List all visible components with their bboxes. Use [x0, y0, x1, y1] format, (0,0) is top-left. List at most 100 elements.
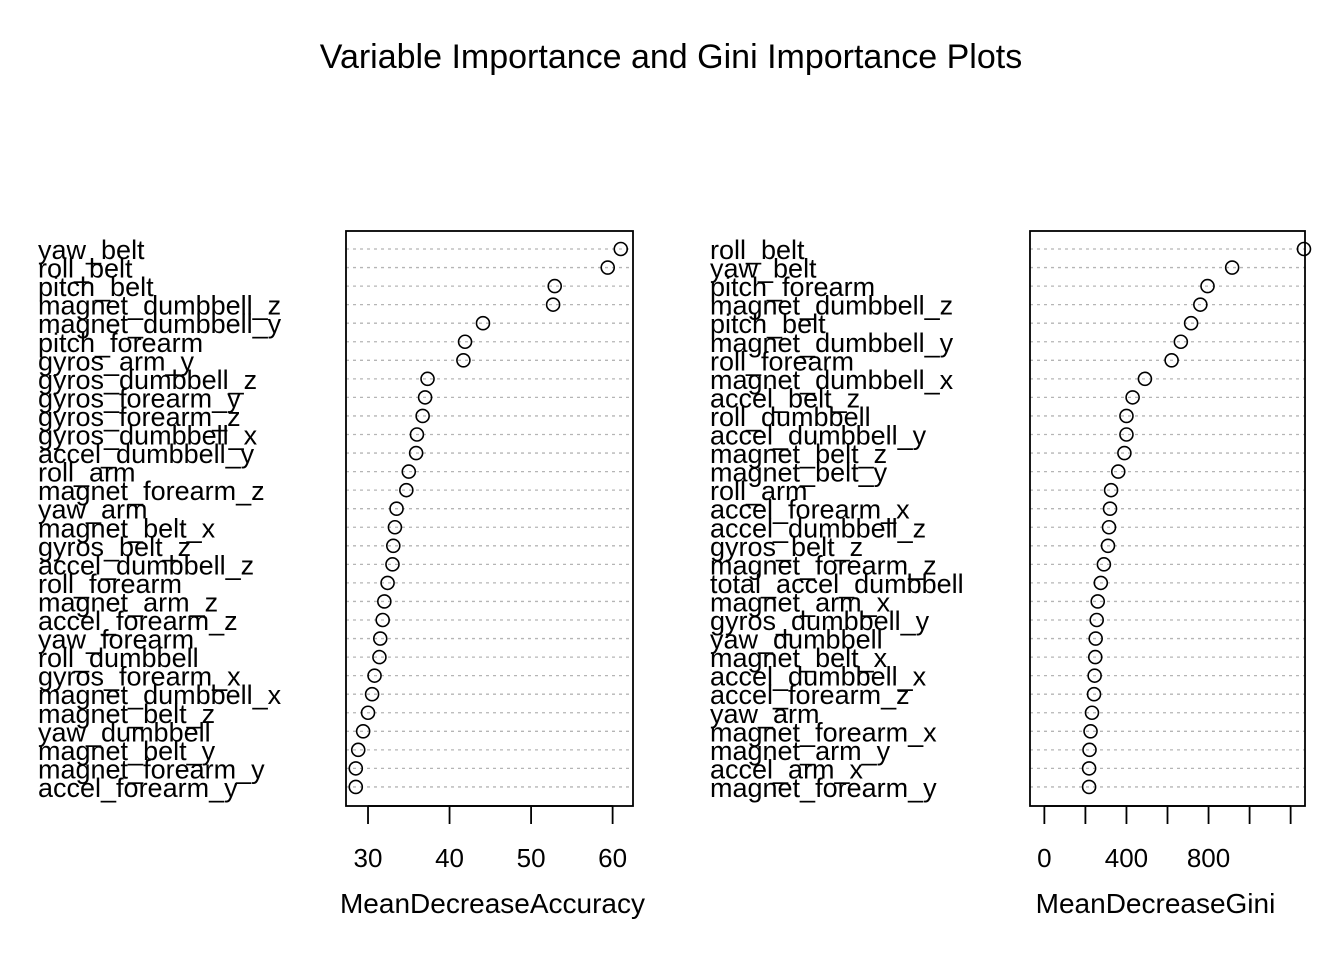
- accuracy-point: [415, 408, 430, 424]
- gini-point: [1137, 371, 1153, 387]
- gini-variable-label: pitch_forearm: [710, 272, 875, 302]
- accuracy-point: [389, 501, 404, 517]
- accuracy-variable-label: pitch_forearm: [38, 328, 203, 358]
- gini-variable-label: magnet_arm_y: [710, 736, 891, 766]
- accuracy-x-tick-label: 60: [598, 843, 627, 873]
- gini-point: [1089, 612, 1104, 628]
- gini-point: [1193, 297, 1208, 312]
- accuracy-point: [385, 557, 400, 572]
- gini-point: [1101, 519, 1117, 535]
- accuracy-variable-label: magnet_dumbbell_x: [38, 680, 282, 710]
- accuracy-variable-label: magnet_belt_z: [38, 699, 215, 729]
- accuracy-point: [600, 260, 616, 275]
- accuracy-variable-label: gyros_arm_y: [38, 346, 195, 376]
- gini-variable-label: magnet_forearm_y: [710, 773, 937, 803]
- gini-point: [1100, 538, 1116, 554]
- accuracy-variable-label: magnet_arm_z: [38, 587, 218, 617]
- gini-point: [1090, 594, 1106, 609]
- gini-variable-label: magnet_forearm_z: [710, 550, 937, 580]
- accuracy-point: [408, 445, 424, 461]
- accuracy-point: [399, 482, 414, 498]
- gini-variable-label: accel_dumbbell_z: [710, 513, 926, 543]
- gini-point: [1110, 464, 1126, 479]
- accuracy-point: [372, 649, 387, 665]
- gini-variable-label: pitch_belt: [710, 309, 826, 339]
- accuracy-variable-label: magnet_forearm_z: [38, 476, 265, 506]
- accuracy-point: [350, 742, 366, 758]
- gini-point: [1083, 723, 1098, 739]
- accuracy-variable-label: pitch_belt: [38, 272, 154, 302]
- accuracy-point: [417, 390, 433, 405]
- accuracy-variable-label: yaw_belt: [38, 235, 145, 265]
- gini-variable-label: roll_arm: [710, 476, 808, 506]
- gini-variable-label: magnet_dumbbell_y: [710, 328, 954, 358]
- accuracy-point: [364, 686, 380, 702]
- gini-point: [1086, 686, 1102, 702]
- gini-point: [1125, 390, 1140, 405]
- gini-point: [1084, 705, 1100, 721]
- accuracy-x-tick-label: 40: [435, 843, 464, 873]
- accuracy-variable-label: gyros_dumbbell_x: [38, 421, 258, 451]
- accuracy-variable-label: roll_belt: [38, 254, 133, 284]
- gini-variable-label: yaw_dumbbell: [710, 625, 883, 655]
- accuracy-point: [348, 779, 364, 795]
- gini-point: [1296, 241, 1312, 257]
- accuracy-point: [409, 427, 425, 442]
- gini-variable-label: magnet_dumbbell_x: [710, 365, 954, 395]
- gini-variable-label: gyros_belt_z: [710, 532, 863, 562]
- accuracy-point: [360, 705, 376, 721]
- gini-variable-label: gyros_dumbbell_y: [710, 606, 930, 636]
- gini-point: [1102, 501, 1118, 517]
- gini-variable-label: magnet_belt_x: [710, 643, 888, 673]
- gini-variable-label: accel_forearm_z: [710, 680, 910, 710]
- accuracy-variable-label: roll_arm: [38, 458, 136, 488]
- gini-point: [1119, 427, 1134, 442]
- accuracy-variable-label: roll_dumbbell: [38, 643, 199, 673]
- gini-variable-label: accel_arm_x: [710, 754, 864, 784]
- gini-variable-label: yaw_belt: [710, 254, 817, 284]
- gini-variable-label: magnet_belt_y: [710, 458, 888, 488]
- accuracy-point: [377, 594, 392, 609]
- gini-variable-label: accel_dumbbell_x: [710, 662, 927, 692]
- gini-point: [1119, 408, 1134, 424]
- gini-x-tick-label: 800: [1187, 843, 1230, 873]
- accuracy-variable-label: gyros_belt_z: [38, 532, 191, 562]
- accuracy-point: [348, 761, 364, 776]
- accuracy-variable-label: magnet_belt_y: [38, 736, 216, 766]
- gini-point: [1082, 742, 1097, 758]
- gini-point: [1088, 631, 1103, 646]
- gini-variable-label: accel_dumbbell_y: [710, 421, 927, 451]
- accuracy-variable-label: gyros_forearm_x: [38, 662, 241, 692]
- accuracy-point: [401, 464, 417, 479]
- accuracy-point: [475, 315, 491, 331]
- gini-variable-label: yaw_arm: [710, 699, 820, 729]
- accuracy-point: [420, 371, 435, 387]
- accuracy-variable-label: accel_forearm_y: [38, 773, 238, 803]
- accuracy-variable-label: accel_forearm_z: [38, 606, 238, 636]
- accuracy-variable-label: accel_dumbbell_y: [38, 439, 255, 469]
- gini-point: [1183, 315, 1199, 331]
- accuracy-point: [385, 538, 401, 554]
- gini-variable-label: roll_belt: [710, 235, 805, 265]
- gini-point: [1081, 779, 1097, 795]
- gini-variable-label: magnet_belt_z: [710, 439, 887, 469]
- accuracy-variable-label: roll_forearm: [38, 569, 182, 599]
- accuracy-plot-frame: [345, 230, 634, 807]
- accuracy-variable-label: accel_dumbbell_z: [38, 550, 254, 580]
- gini-variable-label: magnet_arm_x: [710, 587, 891, 617]
- gini-variable-label: magnet_forearm_x: [710, 717, 937, 747]
- gini-variable-label: roll_forearm: [710, 346, 854, 376]
- accuracy-x-axis-title: MeanDecreaseAccuracy: [340, 888, 645, 919]
- accuracy-point: [367, 668, 382, 683]
- accuracy-point: [457, 334, 473, 350]
- gini-variable-label: accel_forearm_x: [710, 495, 910, 525]
- accuracy-x-tick-label: 50: [517, 843, 546, 873]
- accuracy-x-tick-label: 30: [354, 843, 383, 873]
- gini-x-tick-label: 0: [1037, 843, 1051, 873]
- gini-point: [1087, 668, 1102, 683]
- accuracy-variable-label: yaw_forearm: [38, 625, 194, 655]
- gini-variable-label: accel_belt_z: [710, 383, 860, 413]
- gini-point: [1087, 649, 1103, 665]
